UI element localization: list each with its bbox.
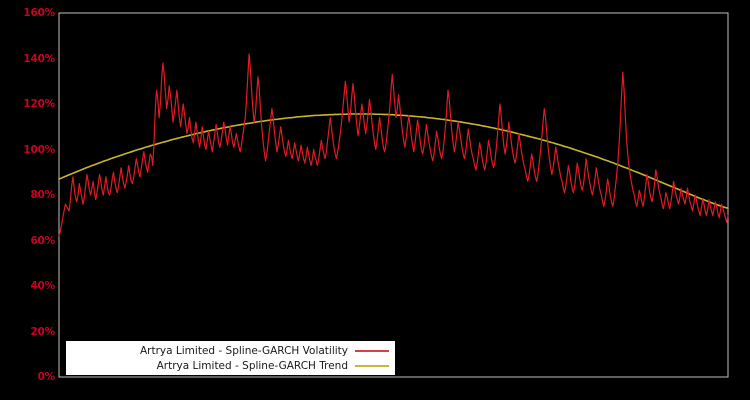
y-axis-tick-label: 140% xyxy=(23,52,55,65)
y-axis-tick-label: 160% xyxy=(23,7,55,19)
series-line-trend xyxy=(58,113,729,209)
y-axis-tick-label: 20% xyxy=(30,325,55,338)
y-axis-tick-label: 0% xyxy=(37,371,56,383)
y-axis-tick-label: 120% xyxy=(23,98,55,110)
axis-frame xyxy=(58,12,729,378)
legend-swatch-trend xyxy=(355,364,389,367)
axis-border xyxy=(58,12,729,378)
y-axis-tick-label: 60% xyxy=(30,234,55,247)
legend-item-volatility[interactable]: Artrya Limited - Spline-GARCH Volatility xyxy=(72,343,391,358)
series-line-volatility xyxy=(58,53,729,237)
chart-legend[interactable]: Artrya Limited - Spline-GARCH Volatility… xyxy=(66,341,395,375)
legend-item-trend[interactable]: Artrya Limited - Spline-GARCH Trend xyxy=(72,358,391,373)
legend-swatch-volatility xyxy=(355,349,389,352)
y-axis-tick-label: 80% xyxy=(30,189,55,201)
y-axis-tick-label: 40% xyxy=(30,280,55,292)
y-axis-tick-label: 100% xyxy=(23,143,55,156)
legend-label-volatility: Artrya Limited - Spline-GARCH Volatility xyxy=(140,344,348,357)
y-axis-tick-labels: 0% 20% 40% 60% 80% 100% 120% 140% 160% xyxy=(0,0,55,400)
legend-label-trend: Artrya Limited - Spline-GARCH Trend xyxy=(156,359,348,372)
